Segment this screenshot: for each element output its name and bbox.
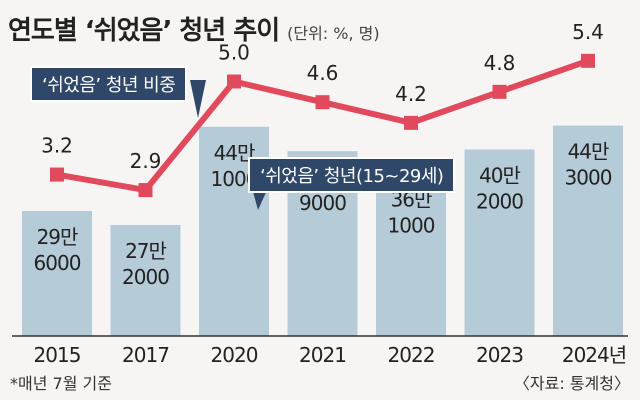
line-point-0	[50, 167, 64, 182]
line-point-1	[138, 183, 153, 198]
bar-label-4-1: 1000	[388, 213, 435, 237]
line-series-callout: ‘쉬었음’ 청년 비중	[30, 66, 188, 102]
bar-label-0-1: 6000	[34, 251, 81, 275]
line-point-2	[227, 74, 241, 89]
line-point-6	[581, 53, 595, 68]
line-callout-pointer	[190, 80, 206, 118]
bar-5	[464, 149, 535, 336]
bar-label-1-1: 2000	[122, 265, 169, 289]
line-point-3	[315, 95, 330, 110]
x-tick-label-1: 2017	[122, 343, 169, 367]
x-tick-label-6: 2024년	[562, 343, 626, 367]
footnote: *매년 7월 기준	[10, 374, 112, 393]
unit-label: (단위: %, 명)	[287, 24, 380, 43]
bar-series-callout: ‘쉬었음’ 청년(15~29세)	[248, 157, 456, 193]
line-label-6: 5.4	[572, 20, 604, 44]
bar-label-6-0: 44만	[568, 140, 609, 164]
bar-callout-pointer	[252, 188, 268, 210]
line-label-2: 5.0	[218, 41, 250, 65]
bar-6	[553, 125, 623, 336]
line-point-5	[492, 84, 507, 99]
line-label-4: 4.2	[395, 82, 427, 106]
x-tick-label-4: 2022	[388, 343, 435, 367]
bar-1	[110, 224, 181, 336]
bar-0	[22, 211, 92, 336]
x-tick-label-3: 2021	[299, 343, 346, 367]
bar-label-3-1: 9000	[299, 191, 346, 215]
line-label-0: 3.2	[41, 134, 73, 158]
x-tick-label-0: 2015	[34, 343, 81, 367]
x-tick-label-2: 2020	[211, 343, 258, 367]
line-label-5: 4.8	[484, 51, 516, 75]
bar-label-1-0: 27만	[125, 239, 166, 263]
chart-title: 연도별 ‘쉬었음’ 청년 추이	[8, 16, 280, 46]
bar-label-5-0: 40만	[479, 163, 520, 187]
bar-4	[376, 173, 446, 336]
line-label-1: 2.9	[130, 149, 162, 173]
line-point-4	[404, 115, 418, 130]
source-label: 〈자료: 통계청〉	[513, 374, 630, 393]
bar-label-5-1: 2000	[476, 189, 523, 213]
x-tick-label-5: 2023	[476, 343, 523, 367]
title-row: 연도별 ‘쉬었음’ 청년 추이 (단위: %, 명)	[8, 10, 380, 47]
bar-label-0-0: 29만	[37, 225, 78, 249]
line-label-3: 4.6	[307, 61, 339, 85]
bar-label-6-1: 3000	[565, 166, 612, 190]
